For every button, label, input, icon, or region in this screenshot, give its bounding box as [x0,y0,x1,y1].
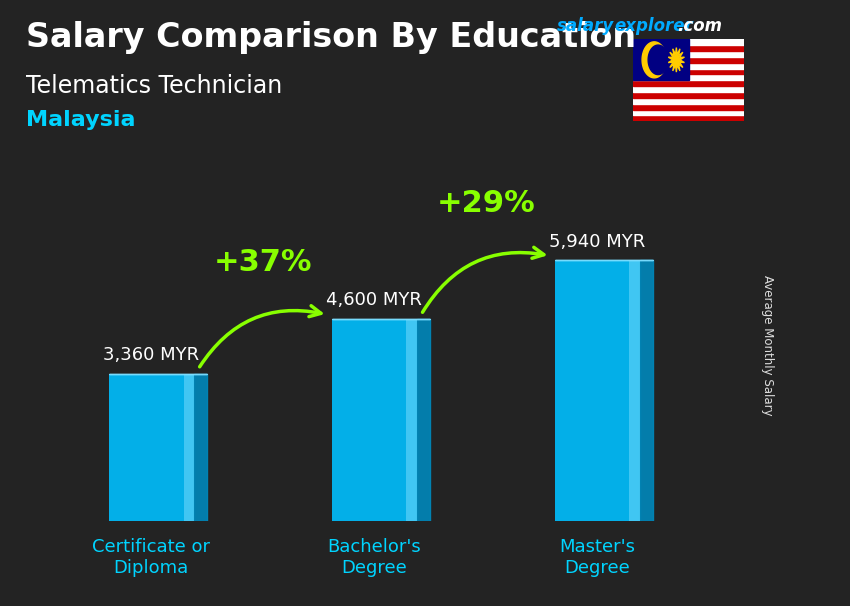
Bar [633,63,744,68]
Bar [633,45,744,51]
Polygon shape [668,48,684,72]
Text: 4,600 MYR: 4,600 MYR [326,291,422,310]
Bar [633,57,744,63]
Bar [633,110,744,115]
FancyBboxPatch shape [555,260,639,521]
Bar [633,104,744,110]
Bar [633,51,744,57]
FancyBboxPatch shape [109,373,194,521]
FancyBboxPatch shape [629,260,639,521]
Text: .com: .com [677,17,722,35]
Text: 3,360 MYR: 3,360 MYR [103,346,200,364]
Polygon shape [194,373,207,521]
Text: +37%: +37% [213,248,312,278]
Text: Telematics Technician: Telematics Technician [26,74,281,98]
FancyBboxPatch shape [406,319,416,521]
Text: Average Monthly Salary: Average Monthly Salary [761,275,774,416]
FancyBboxPatch shape [332,319,416,521]
Bar [633,68,744,75]
Bar [633,80,744,86]
Bar [633,98,744,104]
Text: salary: salary [557,17,614,35]
Text: explorer: explorer [615,17,694,35]
Bar [633,75,744,80]
Bar [633,39,688,80]
Polygon shape [642,42,666,78]
Text: Salary Comparison By Education: Salary Comparison By Education [26,21,636,54]
Bar [633,92,744,98]
Bar [633,39,744,45]
Polygon shape [649,45,668,75]
Polygon shape [416,319,430,521]
FancyBboxPatch shape [184,373,194,521]
Bar [633,115,744,121]
Text: 5,940 MYR: 5,940 MYR [549,233,645,250]
Text: +29%: +29% [436,190,536,218]
Text: Malaysia: Malaysia [26,110,135,130]
Bar [633,86,744,92]
Polygon shape [639,260,653,521]
